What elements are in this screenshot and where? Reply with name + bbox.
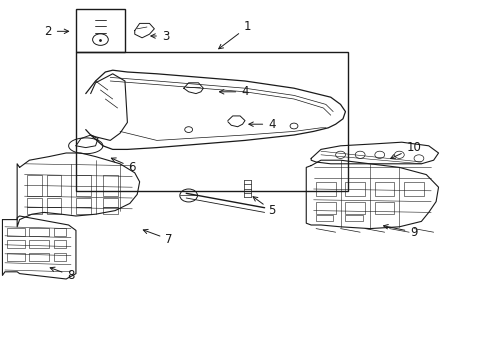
Bar [27, 198, 42, 207]
Text: 8: 8 [50, 267, 75, 282]
Text: 6: 6 [111, 158, 136, 174]
Bar [76, 198, 91, 207]
Bar [54, 240, 66, 248]
Text: 5: 5 [253, 197, 276, 217]
Bar [345, 182, 365, 196]
Bar [47, 207, 61, 214]
Bar [7, 253, 24, 261]
Bar [103, 207, 118, 214]
Bar [54, 253, 66, 261]
Bar [103, 175, 118, 196]
Bar [345, 215, 363, 221]
Bar [27, 175, 42, 196]
Text: 1: 1 [219, 21, 251, 49]
Bar [76, 207, 91, 214]
Text: 9: 9 [384, 225, 418, 239]
Bar [54, 228, 66, 236]
Bar [345, 202, 365, 214]
Text: 7: 7 [143, 229, 173, 246]
Text: 4: 4 [249, 118, 276, 131]
Bar [47, 175, 61, 196]
Bar [316, 215, 333, 221]
Bar [29, 253, 49, 261]
Bar [76, 175, 91, 196]
Bar [7, 240, 24, 248]
Bar [47, 198, 61, 207]
Bar [316, 182, 336, 196]
Text: 4: 4 [220, 85, 249, 98]
Bar [375, 182, 394, 196]
Bar [76, 52, 348, 191]
Bar [404, 182, 424, 196]
Bar [375, 202, 394, 214]
Bar [29, 240, 49, 248]
Bar [316, 202, 336, 214]
Bar [103, 198, 118, 207]
Bar [7, 228, 24, 236]
Text: 10: 10 [391, 141, 421, 159]
Text: 2: 2 [44, 25, 69, 38]
Bar [29, 228, 49, 236]
Bar [27, 207, 42, 214]
Bar [76, 9, 125, 52]
Text: 3: 3 [151, 30, 170, 42]
